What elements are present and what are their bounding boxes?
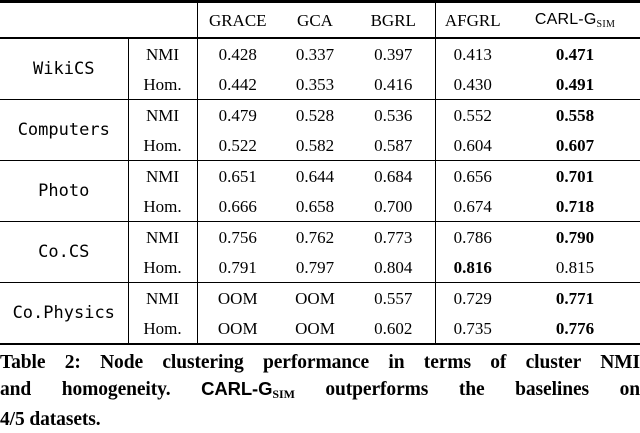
value-cell: 0.776 <box>555 318 595 338</box>
metric-cell: NMI <box>128 282 198 313</box>
value-cell: 0.815 <box>555 257 595 277</box>
value-cell: 0.587 <box>352 130 436 161</box>
value-cell: 0.797 <box>295 257 335 277</box>
table-row: Computers NMI 0.479 0.528 0.536 0.552 0.558 <box>0 99 640 161</box>
metric-cell: Hom. <box>128 191 198 222</box>
value-cell: OOM <box>217 288 258 308</box>
value-cell: 0.718 <box>555 196 595 216</box>
value-cell: OOM <box>295 318 335 338</box>
carlg-subscript: SIM <box>596 19 616 30</box>
value-cell: 0.729 <box>453 288 492 308</box>
caption-carlg-label: CARL-G <box>201 377 273 399</box>
value-cell: 0.337 <box>295 44 335 64</box>
value-cell: 0.552 <box>453 105 492 125</box>
value-cell: 0.735 <box>453 318 492 338</box>
value-cell: 0.557 <box>352 282 436 313</box>
table-row: Hom. OOM OOM 0.602 0.735 0.776 <box>0 313 640 344</box>
value-cell: 0.413 <box>453 44 492 64</box>
metric-cell: Hom. <box>128 252 198 283</box>
metric-cell: NMI <box>128 160 198 191</box>
value-cell: 0.816 <box>453 257 492 277</box>
value-cell: 0.658 <box>295 196 335 216</box>
value-cell: 0.644 <box>295 166 335 186</box>
value-cell: 0.656 <box>453 166 492 186</box>
value-cell: 0.786 <box>453 227 492 247</box>
value-cell: 0.773 <box>352 221 436 252</box>
table-row: Hom. 0.442 0.353 0.416 0.430 0.491 <box>0 69 640 100</box>
value-cell: 0.791 <box>218 257 257 277</box>
metric-cell: Hom. <box>128 130 198 161</box>
dataset-cell: Photo <box>0 160 129 222</box>
carlg-label: CARL-G <box>534 11 597 28</box>
metric-cell: NMI <box>128 221 198 252</box>
value-cell: 0.528 <box>295 105 335 125</box>
value-cell: 0.582 <box>295 135 335 155</box>
value-cell: 0.428 <box>218 44 257 64</box>
value-cell: 0.397 <box>352 38 436 69</box>
dataset-cell: Co.CS <box>0 221 129 283</box>
value-cell: 0.651 <box>218 166 257 186</box>
metric-cell: NMI <box>128 38 198 69</box>
table-header: GRACE GCA BGRL AFGRL CARL-GSIM <box>0 1 640 39</box>
value-cell: 0.756 <box>218 227 257 247</box>
col-header-afgrl: AFGRL <box>444 10 501 30</box>
value-cell: 0.762 <box>295 227 335 247</box>
table-caption: Table 2: Node clustering performance in … <box>0 350 640 433</box>
metric-cell: NMI <box>128 99 198 130</box>
table-row: Hom. 0.522 0.582 0.587 0.604 0.607 <box>0 130 640 161</box>
results-table-body: WikiCS NMI 0.428 0.337 0.397 0.413 0.471 Hom. 0.… <box>0 38 640 344</box>
value-cell: OOM <box>295 288 335 308</box>
caption-line-1: Table 2: Node clustering performance in … <box>0 352 640 373</box>
value-cell: 0.666 <box>218 196 257 216</box>
value-cell: 0.353 <box>295 74 335 94</box>
value-cell: 0.771 <box>555 288 595 308</box>
value-cell: 0.700 <box>352 191 436 222</box>
value-cell: OOM <box>217 318 258 338</box>
table-row: Photo NMI 0.651 0.644 0.684 0.656 0.701 <box>0 160 640 222</box>
value-cell: 0.790 <box>555 227 595 247</box>
table-row: Co.CS NMI 0.756 0.762 0.773 0.786 0.790 <box>0 221 640 283</box>
header-corner-cell <box>0 1 198 38</box>
metric-cell: Hom. <box>128 313 198 344</box>
caption-line-3: 4/5 datasets. <box>0 409 101 430</box>
value-cell: 0.558 <box>555 105 595 125</box>
caption-line-2: and homogeneity. CARL-GSIM outperforms t… <box>0 376 640 408</box>
value-cell: 0.536 <box>352 99 436 130</box>
dataset-cell: Computers <box>0 99 129 161</box>
metric-cell: Hom. <box>128 69 198 100</box>
table-row: Hom. 0.666 0.658 0.700 0.674 0.718 <box>0 191 640 222</box>
value-cell: 0.522 <box>218 135 257 155</box>
value-cell: 0.804 <box>352 252 436 283</box>
col-header-gca: GCA <box>297 10 333 30</box>
value-cell: 0.602 <box>352 313 436 344</box>
col-header-bgrl: BGRL <box>352 1 436 38</box>
table-row: WikiCS NMI 0.428 0.337 0.397 0.413 0.471 <box>0 38 640 100</box>
caption-line2-text: and homogeneity. <box>0 378 202 400</box>
value-cell: 0.471 <box>555 44 595 64</box>
value-cell: 0.684 <box>352 160 436 191</box>
dataset-cell: WikiCS <box>0 38 129 100</box>
value-cell: 0.416 <box>352 69 436 100</box>
caption-carlg-subscript: SIM <box>272 386 295 401</box>
value-cell: 0.604 <box>453 135 492 155</box>
value-cell: 0.479 <box>218 105 257 125</box>
results-table: GRACE GCA BGRL AFGRL CARL-GSIM WikiCS NMI… <box>0 0 640 345</box>
col-header-carlg: CARL-GSIM <box>510 2 640 39</box>
table-row: Co.Physics NMI OOM OOM 0.557 0.729 0.771 <box>0 282 640 344</box>
table-row: Hom. 0.791 0.797 0.804 0.816 0.815 <box>0 252 640 283</box>
caption-line2-text-after: outperforms the baselines on <box>294 378 640 400</box>
value-cell: 0.674 <box>453 196 492 216</box>
value-cell: 0.607 <box>555 135 595 155</box>
col-header-grace: GRACE <box>208 10 267 30</box>
value-cell: 0.430 <box>453 74 492 94</box>
value-cell: 0.701 <box>555 166 595 186</box>
dataset-cell: Co.Physics <box>0 282 129 344</box>
value-cell: 0.442 <box>218 74 257 94</box>
header-row: GRACE GCA BGRL AFGRL CARL-GSIM <box>0 1 640 39</box>
value-cell: 0.491 <box>555 74 595 94</box>
